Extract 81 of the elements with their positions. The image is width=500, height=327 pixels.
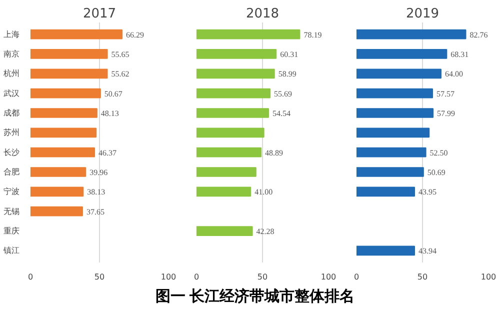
y-tick-label: 南京 [4, 49, 20, 58]
y-tick-label: 苏州 [4, 128, 20, 138]
bar [196, 186, 252, 197]
y-tick-label: 武汉 [4, 88, 20, 98]
bar [356, 88, 433, 98]
bar [356, 29, 466, 40]
bar [30, 108, 98, 118]
data-label: 43.94 [418, 246, 436, 256]
bar [30, 147, 95, 158]
bar [30, 88, 101, 98]
data-label: 55.65 [111, 50, 130, 59]
y-tick-label: 合肥 [4, 168, 20, 177]
bar [196, 128, 264, 138]
x-tick-label: 50 [417, 272, 428, 282]
bar [356, 147, 426, 158]
data-label: 39.96 [90, 168, 108, 178]
bar [356, 49, 448, 59]
data-label: 58.99 [278, 70, 296, 79]
data-label: 37.65 [86, 207, 104, 216]
bar [356, 167, 424, 177]
bar [196, 68, 275, 79]
bar [196, 88, 271, 98]
bar [30, 68, 108, 79]
y-tick-label: 镇江 [2, 246, 20, 256]
data-label: 42.28 [256, 227, 274, 236]
bar [356, 186, 416, 197]
data-label: 68.31 [450, 50, 469, 59]
y-tick-label: 长沙 [4, 148, 20, 157]
bar [30, 186, 84, 197]
y-tick-label: 杭州 [2, 69, 20, 78]
y-tick-label: 成都 [4, 108, 20, 118]
data-label: 78.19 [304, 30, 322, 40]
bar [356, 68, 442, 79]
bar [196, 49, 277, 59]
chart-title: 2017 [82, 6, 116, 22]
bar [196, 167, 256, 177]
x-tick-label: 100 [320, 272, 336, 282]
x-tick-label: 100 [480, 272, 496, 282]
bar [30, 167, 86, 177]
data-label: 64.00 [444, 70, 463, 79]
y-tick-label: 重庆 [4, 226, 20, 236]
bar [196, 147, 262, 158]
data-label: 50.69 [427, 168, 446, 178]
bar [356, 128, 430, 138]
data-label: 57.57 [436, 89, 454, 98]
data-label: 82.76 [470, 30, 488, 40]
data-label: 55.69 [274, 89, 292, 98]
y-tick-label: 无锡 [4, 206, 20, 216]
bar [30, 206, 83, 216]
data-label: 48.89 [265, 148, 284, 158]
bar [30, 128, 97, 138]
y-tick-label: 上海 [4, 30, 20, 39]
chart-title: 2019 [406, 6, 440, 22]
data-label: 46.37 [98, 148, 116, 158]
data-label: 54.54 [272, 108, 290, 118]
bar [356, 246, 415, 256]
y-tick-label: 宁波 [4, 187, 20, 196]
bar [196, 226, 253, 236]
bar [196, 29, 300, 40]
x-tick-label: 100 [160, 272, 176, 282]
x-tick-label: 0 [28, 272, 34, 282]
x-tick-label: 0 [194, 272, 200, 282]
data-label: 48.13 [100, 108, 119, 118]
bar [356, 108, 434, 118]
bar [196, 108, 269, 118]
bar [30, 29, 122, 40]
data-label: 50.67 [104, 89, 122, 98]
data-label: 43.95 [418, 188, 437, 197]
x-tick-label: 0 [354, 272, 360, 282]
data-label: 55.62 [111, 70, 130, 79]
chart-title: 2018 [246, 6, 280, 22]
data-label: 66.29 [126, 30, 144, 40]
x-tick-label: 50 [94, 272, 105, 282]
data-label: 57.99 [437, 108, 456, 118]
x-tick-label: 50 [257, 272, 268, 282]
bar [30, 49, 108, 59]
data-label: 60.31 [280, 50, 298, 59]
data-label: 52.50 [430, 148, 448, 158]
data-label: 41.00 [254, 188, 273, 197]
text: 图一 长江经济带城市整体排名 [156, 287, 354, 307]
data-label: 38.13 [87, 188, 106, 197]
